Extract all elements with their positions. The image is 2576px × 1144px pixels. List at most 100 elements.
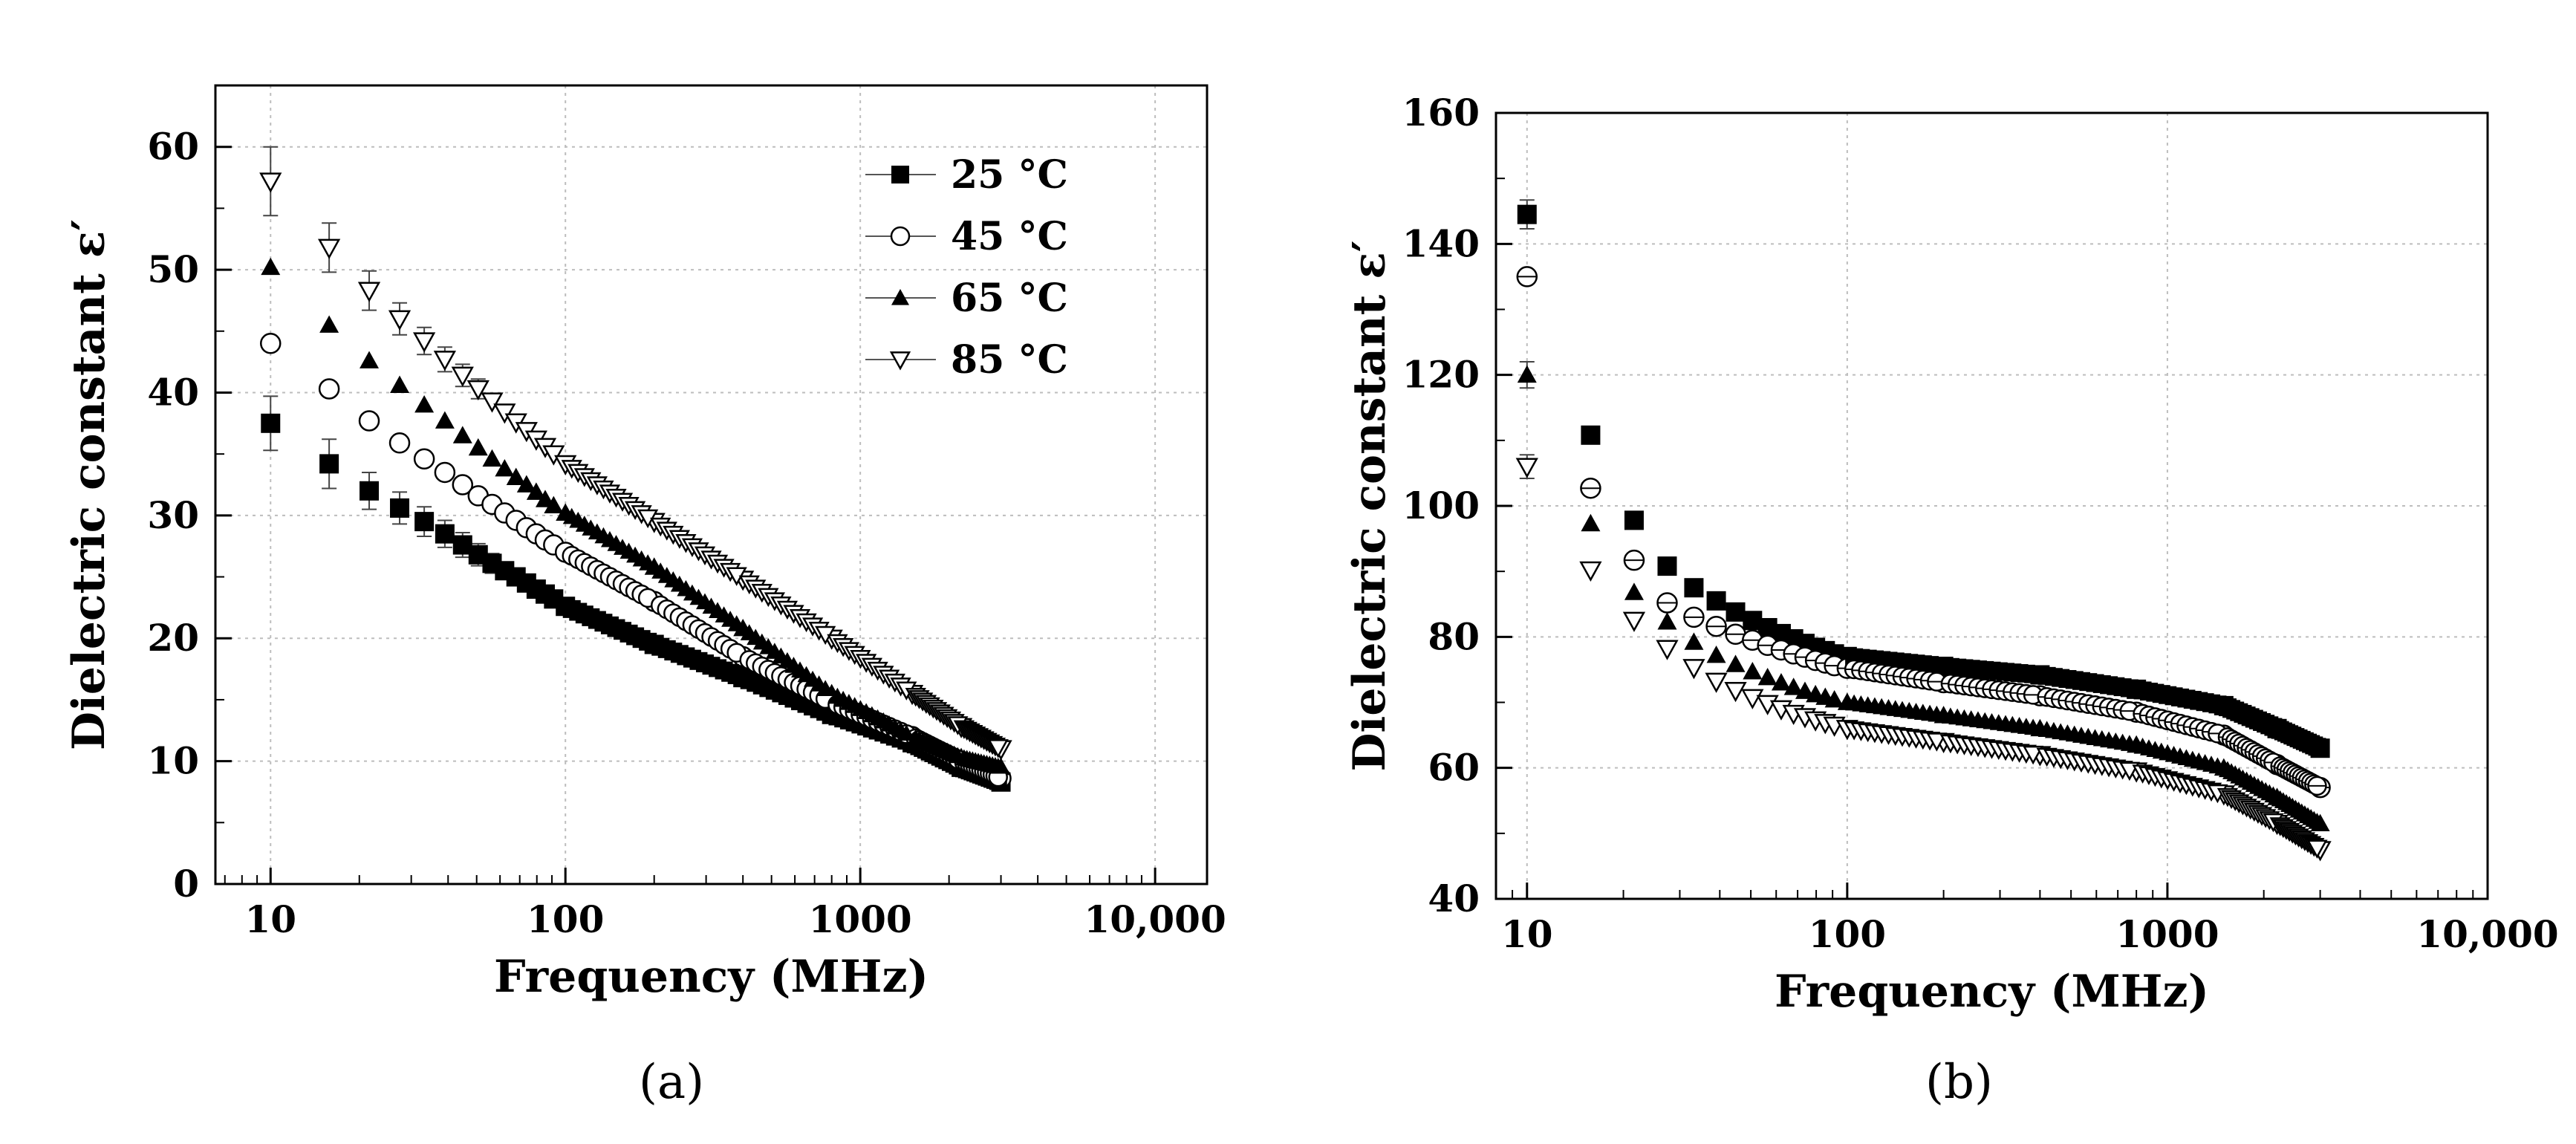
x-tick-label: 100 [527, 897, 604, 941]
legend-label: 45 °C [951, 214, 1068, 259]
y-tick-label: 100 [1402, 484, 1480, 527]
data-point-a-s2 [390, 375, 410, 393]
data-point-a-s2 [261, 257, 281, 276]
data-point-dense-a-s2 [989, 757, 1007, 774]
markers-b [1515, 204, 2332, 862]
grid-b [1496, 113, 2488, 899]
x-tick-label: 10 [244, 897, 296, 941]
data-point-a-s3 [542, 445, 565, 466]
caption-a: (a) [639, 1055, 705, 1110]
data-point-a-s2 [482, 449, 502, 467]
data-point-dense-b-s3 [1926, 732, 1948, 752]
y-tick-label: 40 [1428, 877, 1480, 920]
data-point-a-s2 [319, 315, 339, 333]
y-tick-label: 0 [173, 862, 199, 906]
data-point-a-s3 [357, 282, 381, 302]
data-point-a-s3 [317, 238, 341, 259]
data-point-dense-b-s2 [2308, 813, 2326, 829]
data-point-a-s0 [435, 524, 455, 544]
data-point-dense-b-s0 [2308, 738, 2326, 756]
chart-a-svg: 10 100 1000 10,000 0 10 20 30 40 50 60 25 °C 45 °C 6… [63, 84, 1226, 1003]
y-tick-label: 60 [147, 125, 199, 169]
y-tick-label: 20 [147, 616, 199, 660]
data-point-dense-a-s2 [816, 680, 835, 696]
x-tick-label: 10,000 [1084, 897, 1226, 941]
legend-marker-2 [891, 289, 909, 305]
data-point-b-s2 [1581, 513, 1601, 532]
y-tick-label: 40 [147, 370, 199, 414]
data-point-b-s2 [1657, 612, 1677, 630]
data-point-b-s0 [1706, 591, 1726, 611]
legend-label: 85 °C [951, 337, 1068, 383]
data-point-a-s2 [435, 411, 455, 429]
data-point-a-s0 [319, 454, 339, 474]
data-point-b-s0 [1517, 204, 1537, 224]
data-point-a-s3 [433, 351, 457, 371]
data-point-a-s2 [506, 467, 526, 485]
y-tick-label: 80 [1428, 614, 1480, 658]
data-point-a-s0 [390, 498, 410, 518]
data-point-dense-a-s2 [897, 724, 916, 741]
data-point-dense-b-s2 [2208, 757, 2227, 774]
data-point-a-s2 [452, 426, 472, 443]
y-tick-label: 60 [1428, 746, 1480, 790]
grid-a [215, 85, 1207, 884]
ticks-a: 10 100 1000 10,000 0 10 20 30 40 50 60 [147, 125, 1226, 941]
y-axis-title-a: Dielectric constant ε′ [63, 219, 115, 750]
data-point-b-s2 [1795, 681, 1815, 699]
chart-panel-a: 10 100 1000 10,000 0 10 20 30 40 50 60 25 °C 45 °C 6… [63, 84, 1226, 1110]
data-point-dense-b-s2 [2024, 718, 2043, 735]
data-point-a-s1 [452, 474, 474, 495]
data-point-a-s0 [261, 413, 281, 433]
data-point-b-s3 [1682, 659, 1705, 680]
data-point-b-s3 [1741, 689, 1764, 709]
data-point-b-s3 [1579, 561, 1602, 582]
data-point-b-s2 [1624, 582, 1644, 600]
data-point-a-s0 [360, 481, 380, 501]
x-axis-title-b: Frequency (MHz) [1775, 966, 2209, 1018]
data-point-dense-b-s3 [2022, 745, 2044, 765]
x-tick-label: 1000 [2115, 912, 2219, 956]
legend-label: 25 °C [951, 152, 1068, 198]
data-point-a-s2 [495, 459, 515, 477]
data-point-b-s2 [1783, 677, 1803, 695]
data-point-b-s3 [1656, 640, 1679, 660]
ticks-b: 10 100 1000 10,000 40 60 80 100 120 140 160 [1402, 91, 2559, 956]
data-point-a-s1 [318, 378, 340, 400]
data-point-b-s2 [1824, 689, 1844, 708]
chart-panel-b: 10 100 1000 10,000 40 60 80 100 120 140 160 Freque… [1288, 0, 2576, 1144]
x-tick-label: 1000 [809, 897, 912, 941]
data-point-a-s2 [414, 395, 435, 413]
data-point-b-s2 [1517, 365, 1537, 383]
data-point-a-s3 [481, 392, 504, 413]
x-tick-label: 10 [1501, 912, 1553, 956]
data-point-b-s0 [1726, 602, 1746, 622]
data-point-a-s3 [451, 366, 474, 387]
data-point-a-s2 [468, 438, 488, 456]
data-point-b-s3 [1705, 672, 1728, 693]
plot-frame-a [214, 84, 1209, 885]
legend-label: 65 °C [951, 276, 1068, 321]
data-point-a-s1 [260, 333, 282, 354]
data-point-dense-a-s2 [727, 615, 746, 631]
data-point-a-s0 [414, 512, 435, 532]
data-point-dense-b-s2 [2120, 735, 2138, 751]
legend-marker-3 [889, 351, 911, 371]
data-point-b-s3 [1622, 611, 1646, 632]
y-tick-label: 10 [147, 739, 199, 783]
data-point-b-s0 [1684, 578, 1704, 598]
data-point-b-s2 [1726, 654, 1746, 672]
data-point-b-s2 [1757, 667, 1777, 686]
data-point-a-s3 [466, 380, 489, 401]
x-axis-title-a: Frequency (MHz) [494, 951, 928, 1003]
legend-a: 25 °C 45 °C 65 °C 85 °C [865, 152, 1068, 383]
x-tick-label: 100 [1809, 912, 1886, 956]
data-point-b-s3 [1515, 458, 1538, 478]
data-point-a-s2 [526, 482, 546, 500]
data-point-a-s1 [388, 432, 411, 454]
data-point-a-s1 [358, 410, 380, 432]
data-point-dense-b-s2 [1928, 705, 1946, 722]
y-tick-label: 160 [1402, 91, 1480, 134]
markers-a [259, 172, 1012, 792]
data-point-b-s2 [1684, 632, 1704, 650]
